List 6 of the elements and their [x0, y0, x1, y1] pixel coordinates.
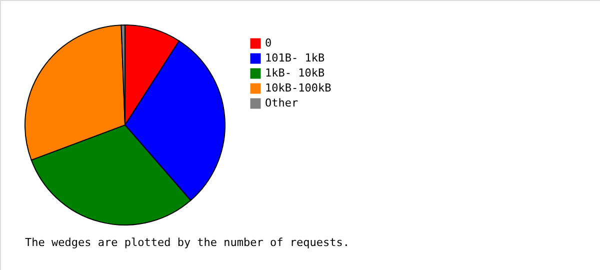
legend-label: 101B- 1kB [265, 52, 325, 64]
legend-label: Other [265, 96, 298, 110]
legend-label: 1kB- 10kB [265, 66, 325, 80]
legend-label: 0 [265, 36, 272, 50]
legend-label: 10kB-100kB [265, 82, 332, 94]
text: The wedges are plotted by the number of requests. [25, 236, 350, 249]
